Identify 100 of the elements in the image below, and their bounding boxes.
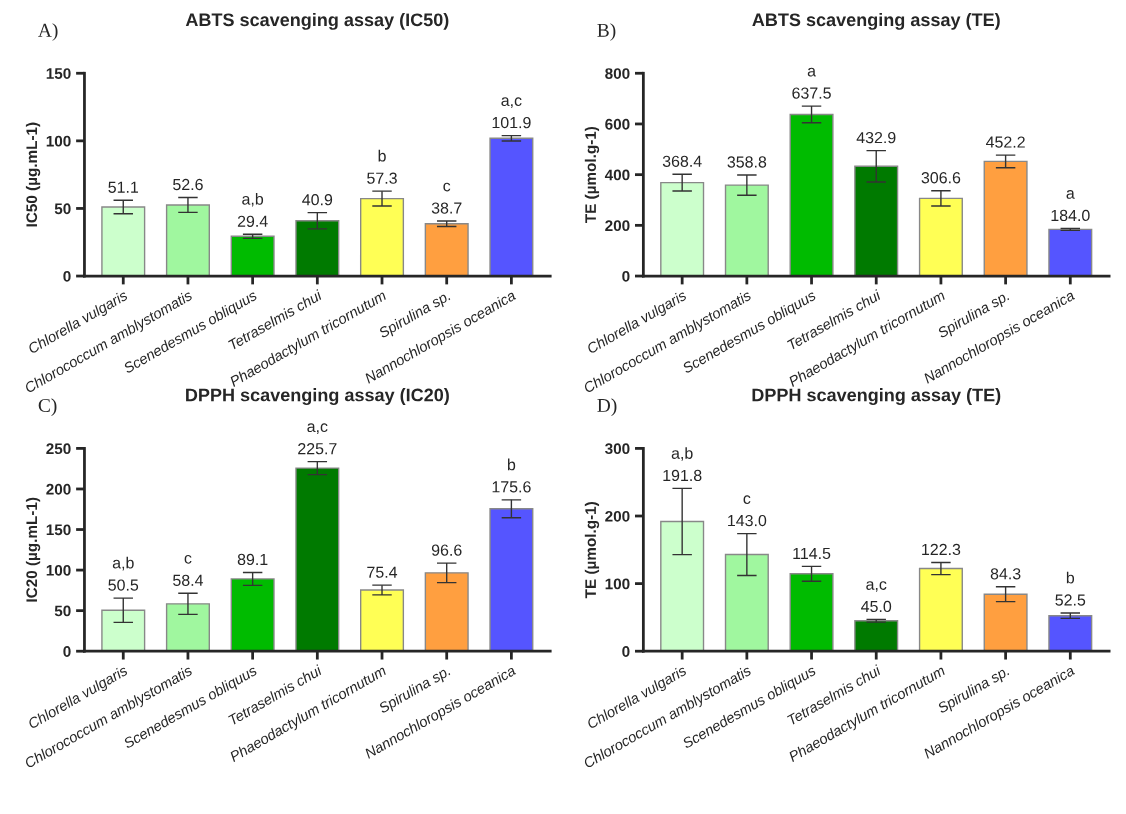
data-label: 45.0 [861, 600, 892, 613]
data-label: 114.5 [793, 547, 831, 560]
y-tick-label: 800 [605, 68, 630, 79]
y-tick-label: 0 [622, 646, 630, 657]
text: A) [38, 23, 58, 41]
annotation: b [1066, 571, 1075, 584]
bar [789, 113, 834, 277]
y-tick-label: 50 [54, 203, 71, 215]
bar [660, 520, 705, 652]
bar [101, 206, 146, 277]
bar [1048, 615, 1093, 652]
data-label: 84.3 [990, 568, 1021, 580]
text: C) [38, 398, 57, 416]
data-label: 58.4 [173, 574, 204, 586]
data-label: 368.4 [662, 155, 702, 167]
bar [424, 572, 469, 652]
bar [489, 137, 534, 277]
annotation: a,b [671, 447, 693, 461]
data-label: 175.6 [492, 481, 531, 493]
bar [101, 609, 146, 652]
bar [724, 553, 769, 652]
y-axis-title: IC20 (µg.mL-1) [25, 497, 41, 602]
y-tick-label: 0 [63, 646, 71, 657]
data-label: 101.9 [492, 116, 531, 129]
annotation: c [743, 495, 751, 505]
y-tick-label: 200 [46, 483, 71, 495]
chart-title: ABTS scavenging assay (TE) [752, 12, 1000, 30]
annotation: c [184, 554, 192, 564]
annotation: a,c [501, 97, 522, 108]
bar [918, 197, 963, 277]
bar [983, 593, 1028, 652]
y-axis-title: IC50 (µg.mL-1) [25, 122, 41, 227]
y-tick-label: 0 [622, 270, 630, 282]
annotation: a,b [242, 192, 264, 207]
data-label: 57.3 [367, 172, 397, 184]
data-label: 191.8 [663, 469, 702, 482]
y-tick-label: 100 [46, 135, 71, 147]
bar [1048, 228, 1093, 277]
bar [724, 184, 769, 277]
data-label: 184.0 [1051, 209, 1090, 222]
y-axis-title: TE (µmol.g-1) [584, 126, 600, 224]
bar [489, 508, 534, 652]
data-label: 452.2 [985, 136, 1025, 148]
data-label: 51.1 [108, 181, 139, 193]
bar [165, 603, 210, 652]
bar [660, 181, 705, 277]
bar [789, 573, 834, 652]
annotation: a,c [307, 423, 328, 434]
data-label: 306.6 [921, 172, 961, 184]
bar [424, 223, 469, 277]
data-label: 358.8 [727, 156, 767, 168]
data-label: 637.5 [792, 87, 831, 99]
y-axis-title: TE (µmol.g-1) [584, 502, 600, 599]
y-tick-label: 250 [46, 443, 71, 455]
data-label: 50.5 [108, 579, 139, 591]
bar [854, 620, 899, 652]
bar [918, 567, 963, 652]
text: B) [597, 23, 616, 41]
y-tick-label: 600 [605, 118, 630, 130]
data-label: 38.7 [431, 202, 462, 214]
data-label: 52.5 [1055, 594, 1086, 606]
y-tick-label: 400 [604, 169, 630, 181]
y-tick-label: 200 [605, 510, 630, 522]
data-label: 143.0 [728, 514, 767, 527]
bar [230, 578, 275, 652]
bar [230, 235, 275, 277]
chart-title: DPPH scavenging assay (IC20) [186, 388, 449, 406]
y-tick-label: 100 [46, 564, 71, 576]
data-label: 225.7 [298, 443, 337, 455]
annotation: a,c [866, 581, 887, 592]
y-tick-label: 200 [605, 220, 630, 232]
y-tick-label: 150 [46, 524, 71, 536]
annotation: b [507, 458, 516, 471]
y-tick-label: 100 [605, 578, 630, 590]
bar [983, 160, 1028, 277]
data-label: 89.1 [237, 553, 268, 566]
data-label: 96.6 [431, 544, 462, 556]
data-label: 52.6 [173, 178, 203, 191]
bar [295, 467, 340, 652]
y-tick-label: 50 [54, 605, 71, 617]
data-label: 40.9 [302, 194, 333, 206]
bar [854, 165, 899, 277]
data-label: 122.3 [922, 543, 961, 556]
bar [295, 220, 340, 277]
annotation: a,b [112, 556, 134, 571]
data-label: 29.4 [237, 215, 268, 227]
chart-title: ABTS scavenging assay (IC50) [185, 12, 449, 30]
data-label: 75.4 [367, 566, 398, 578]
annotation: a [807, 67, 816, 77]
annotation: a [1066, 190, 1075, 199]
y-tick-label: 0 [63, 270, 71, 282]
y-tick-label: 300 [605, 443, 630, 455]
bar [359, 197, 405, 277]
data-label: 432.9 [856, 131, 896, 144]
text: D) [597, 398, 617, 416]
annotation: c [443, 182, 451, 192]
annotation: b [378, 149, 386, 162]
y-tick-label: 150 [46, 68, 71, 79]
bar [359, 589, 405, 652]
bar [165, 204, 210, 277]
